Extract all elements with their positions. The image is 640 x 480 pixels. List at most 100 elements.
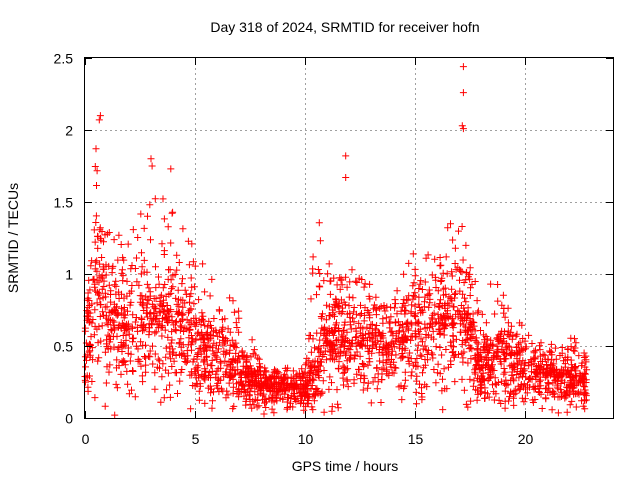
data-point [316,237,324,245]
data-point [101,303,109,311]
data-point [442,314,450,321]
data-point [81,327,89,335]
data-point [437,278,445,285]
data-point [465,341,473,349]
y-axis-label: SRMTID / TECUs [5,183,21,293]
data-point [129,335,136,343]
data-point [292,382,300,390]
data-point [504,304,512,312]
data-point [342,273,350,281]
data-point [91,280,99,288]
data-point [554,393,562,401]
data-point [305,375,313,383]
data-point [200,341,208,349]
data-point [202,368,209,376]
data-point [413,400,420,408]
data-point [181,324,189,332]
data-point [510,394,517,402]
y-tick-label: 2.5 [54,51,74,67]
data-point [501,404,509,412]
data-point [171,369,179,377]
data-point [87,262,95,270]
data-point [508,335,516,343]
data-point [442,253,450,261]
data-point [501,368,509,376]
data-point [160,251,168,258]
data-point [168,336,176,344]
data-point [158,332,166,340]
data-point [447,295,455,303]
data-point [525,376,533,383]
data-point [459,290,467,298]
data-point [311,344,318,352]
data-point [564,353,572,361]
data-point [242,401,250,409]
data-point [563,408,571,416]
data-point [111,307,119,314]
data-point [166,266,174,274]
data-point [109,317,117,325]
data-point [120,294,128,302]
data-point [98,254,106,261]
data-point [547,340,555,348]
data-point [364,347,372,355]
data-point [415,293,423,301]
data-point [261,379,269,387]
data-point [239,352,247,360]
data-point [281,364,289,372]
data-point [157,324,165,332]
data-point [333,336,341,344]
data-point [407,372,415,380]
data-point [460,386,468,394]
data-point [470,322,478,330]
data-point [487,280,495,288]
data-point [369,305,377,313]
data-point [210,315,218,322]
data-point [328,379,335,387]
data-point [532,373,540,381]
data-point [181,358,189,365]
data-point [204,342,212,350]
data-point [501,380,509,387]
data-point [210,350,218,358]
data-point [457,267,465,275]
data-point [569,384,577,392]
data-point [142,341,149,349]
data-point [166,381,174,389]
data-point [378,376,386,384]
data-point [335,358,343,366]
data-point [107,335,114,343]
data-point [325,385,333,393]
data-point [408,321,416,329]
data-point [207,385,215,393]
data-point [516,347,524,355]
data-point [226,369,234,377]
data-point [436,300,444,307]
data-point [212,341,220,349]
data-point [346,346,354,354]
data-point [418,286,426,293]
data-point [443,270,451,278]
data-point [441,321,449,329]
data-point [435,303,443,310]
data-point [458,310,466,318]
data-point [420,364,428,372]
data-point [296,388,304,396]
data-point [186,326,194,334]
data-point [355,274,363,282]
data-point [316,336,324,344]
data-point [229,355,237,363]
data-point [126,357,134,365]
data-point [272,385,280,393]
data-point [442,346,450,353]
data-point [460,304,468,312]
data-point [560,369,568,377]
data-point [314,266,322,273]
data-point [346,321,354,329]
data-point [495,396,503,404]
data-point [336,352,344,360]
data-point [580,354,588,361]
data-point [466,292,474,299]
data-point [237,388,245,395]
